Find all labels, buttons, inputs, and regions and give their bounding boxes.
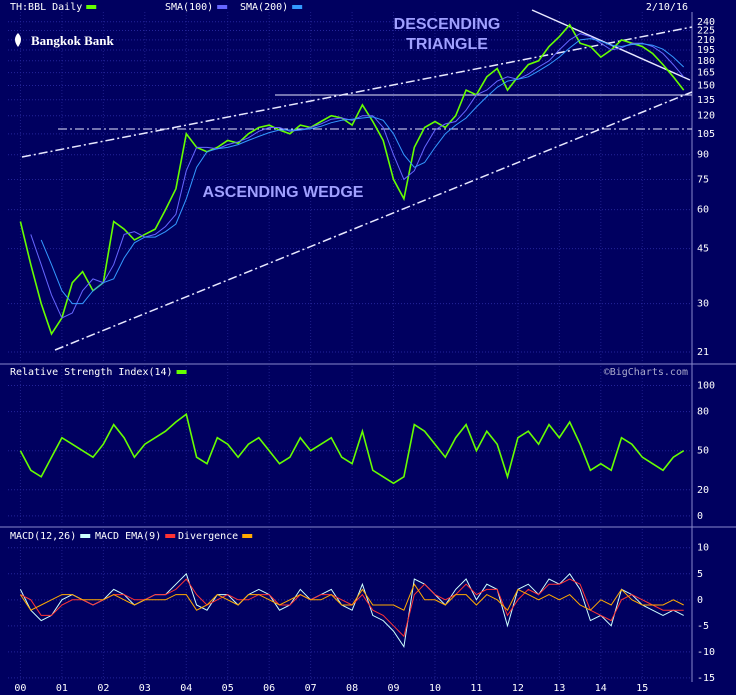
legend-swatch <box>292 5 303 9</box>
x-tick-label: 13 <box>553 683 565 694</box>
legend-label: Divergence <box>178 531 238 542</box>
y-tick-label: 150 <box>697 80 715 91</box>
y-tick-label: 45 <box>697 244 709 255</box>
annotation: ASCENDING WEDGE <box>203 184 364 201</box>
series-line <box>40 38 685 305</box>
x-tick-label: 14 <box>595 683 607 694</box>
y-tick-label: 75 <box>697 174 709 185</box>
y-tick-label: 120 <box>697 111 715 122</box>
y-tick-label: 80 <box>697 407 709 418</box>
series-line <box>19 412 685 485</box>
legend-swatch <box>86 5 97 9</box>
y-tick-label: 10 <box>697 543 709 554</box>
annotation: DESCENDING <box>394 16 501 33</box>
x-tick-label: 00 <box>14 683 26 694</box>
y-tick-label: 105 <box>697 129 715 140</box>
y-tick-label: -5 <box>697 621 709 632</box>
y-tick-label: 225 <box>697 26 715 37</box>
legend-swatch <box>242 534 253 538</box>
y-tick-label: 135 <box>697 95 715 106</box>
trend-line <box>21 26 693 158</box>
y-tick-label: 30 <box>697 299 709 310</box>
y-tick-label: 165 <box>697 68 715 79</box>
x-tick-label: 09 <box>388 683 400 694</box>
x-tick-label: 10 <box>429 683 441 694</box>
y-tick-label: -15 <box>697 673 715 684</box>
legend-label: Relative Strength Index(14) <box>10 367 173 378</box>
x-tick-label: 02 <box>97 683 109 694</box>
legend-label: SMA(200) <box>240 2 288 13</box>
x-tick-label: 11 <box>470 683 482 694</box>
y-tick-label: 0 <box>697 511 703 522</box>
y-tick-label: 195 <box>697 45 715 56</box>
x-tick-label: 01 <box>56 683 68 694</box>
x-tick-label: 05 <box>222 683 234 694</box>
y-tick-label: 50 <box>697 446 709 457</box>
logo: Bangkok Bank <box>15 33 115 48</box>
legend-swatch <box>176 370 187 374</box>
legend-label: SMA(100) <box>165 2 213 13</box>
y-tick-label: 90 <box>697 150 709 161</box>
y-tick-label: 240 <box>697 17 715 28</box>
y-tick-label: 5 <box>697 569 703 580</box>
series-line <box>19 23 685 336</box>
x-tick-label: 03 <box>139 683 151 694</box>
series-line <box>19 583 684 612</box>
logo-text: Bangkok Bank <box>31 33 115 48</box>
x-tick-label: 04 <box>180 683 192 694</box>
trend-line <box>54 91 693 351</box>
logo-icon <box>15 33 21 47</box>
legend-label: TH:BBL Daily <box>10 2 82 13</box>
series-line <box>30 33 685 319</box>
legend-label: MACD EMA(9) <box>95 531 161 542</box>
x-tick-label: 06 <box>263 683 275 694</box>
y-tick-label: 21 <box>697 347 709 358</box>
legend-swatch <box>217 5 228 9</box>
date: 2/10/16 <box>646 2 688 13</box>
source: ©BigCharts.com <box>604 367 688 378</box>
x-tick-label: 08 <box>346 683 358 694</box>
legend-label: MACD(12,26) <box>10 531 76 542</box>
y-tick-label: 210 <box>697 35 715 46</box>
series-line <box>19 572 684 649</box>
y-tick-label: 100 <box>697 381 715 392</box>
legend-swatch <box>165 534 176 538</box>
y-tick-label: 180 <box>697 56 715 67</box>
legend-swatch <box>80 534 91 538</box>
x-tick-label: 07 <box>305 683 317 694</box>
y-tick-label: 0 <box>697 595 703 606</box>
x-tick-label: 12 <box>512 683 524 694</box>
y-tick-label: 60 <box>697 205 709 216</box>
x-tick-label: 15 <box>636 683 648 694</box>
y-tick-label: 20 <box>697 485 709 496</box>
y-tick-label: -10 <box>697 647 715 658</box>
annotation: TRIANGLE <box>406 36 488 53</box>
